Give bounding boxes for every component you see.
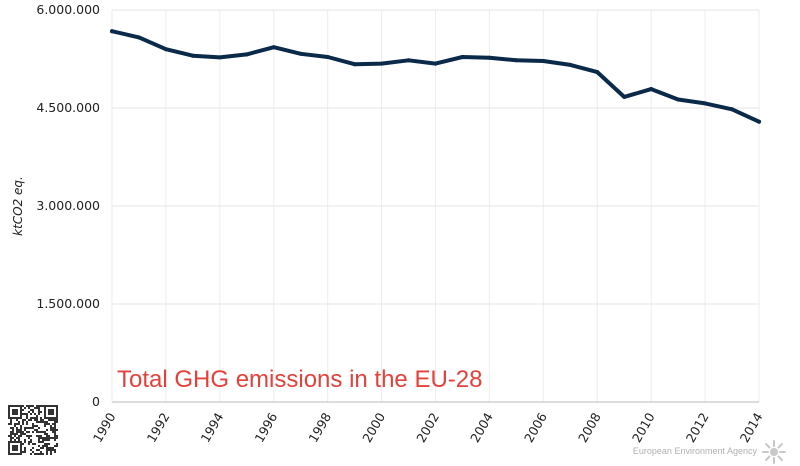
y-tick-label: 4.500.000 (36, 100, 100, 115)
x-tick-label: 2010 (629, 410, 658, 445)
x-tick-label: 2008 (575, 410, 604, 445)
x-tick-label: 2012 (683, 410, 712, 445)
y-axis-ticks: 0 1.500.000 3.000.000 4.500.000 6.000.000 (36, 2, 100, 409)
data-point (757, 119, 761, 124)
x-axis-ticks: 1990 1992 1994 1996 1998 2000 2002 2004 2006 2008… (90, 410, 766, 445)
data-point (110, 29, 114, 34)
chart-annotation: Total GHG emissions in the EU-28 (117, 366, 482, 393)
y-tick-label: 0 (92, 394, 100, 409)
qr-code-icon (8, 405, 58, 455)
chart-series (110, 29, 761, 124)
data-point (622, 94, 627, 99)
data-point (649, 87, 654, 92)
x-tick-label: 1990 (90, 410, 119, 445)
data-point (163, 47, 168, 52)
data-point (541, 58, 546, 63)
data-point (433, 61, 438, 66)
data-point (379, 61, 384, 66)
credit-text: European Environment Agency (633, 446, 758, 456)
data-point (568, 62, 573, 67)
data-point (217, 55, 222, 60)
data-point (190, 53, 195, 58)
x-tick-label: 1994 (198, 410, 227, 445)
data-point (406, 58, 411, 63)
data-point (298, 51, 303, 56)
x-tick-label: 2000 (359, 410, 388, 445)
data-point (244, 52, 249, 57)
data-point (325, 55, 330, 60)
x-tick-label: 2002 (413, 410, 442, 445)
x-tick-label: 2006 (521, 410, 550, 445)
data-point (136, 35, 141, 40)
x-tick-label: 1992 (144, 410, 173, 445)
x-tick-label: 1996 (251, 410, 280, 445)
data-point (487, 55, 492, 60)
data-point (352, 62, 357, 67)
data-point (271, 45, 276, 50)
eea-logo-icon (762, 440, 786, 464)
y-tick-label: 6.000.000 (36, 2, 100, 17)
data-point (676, 97, 681, 102)
y-tick-label: 1.500.000 (36, 296, 100, 311)
chart-grid (111, 9, 760, 403)
y-axis-label: ktCO2 eq. (11, 176, 25, 236)
data-point (460, 55, 465, 60)
y-tick-label: 3.000.000 (36, 198, 100, 213)
x-tick-label: 2004 (467, 410, 496, 445)
data-point (730, 107, 735, 112)
data-point (703, 101, 708, 106)
data-point (595, 70, 600, 75)
data-point (514, 58, 519, 63)
x-tick-label: 1998 (305, 410, 334, 445)
